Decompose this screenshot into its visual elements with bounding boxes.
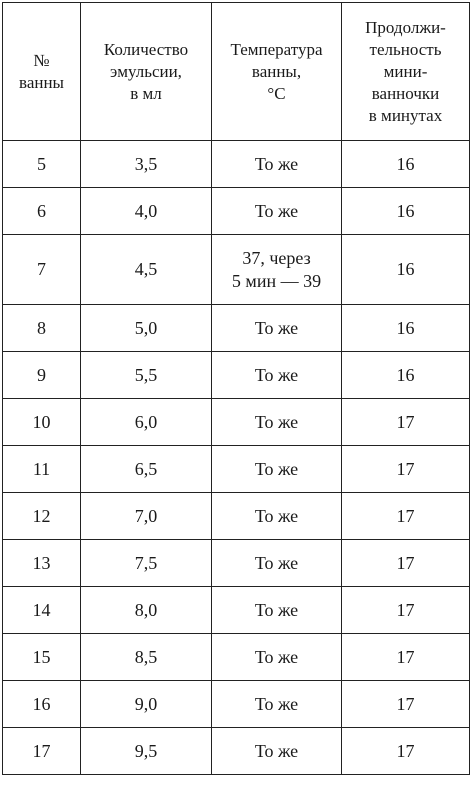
table-row: 15 8,5 То же 17 (2, 633, 470, 681)
cell-bath: 14 (2, 586, 81, 634)
cell-duration: 17 (341, 727, 470, 775)
cell-bath: 10 (2, 398, 81, 446)
header-emulsion-amount: Количество эмульсии, в мл (80, 2, 212, 141)
table-row: 17 9,5 То же 17 (2, 727, 470, 775)
cell-bath: 8 (2, 304, 81, 352)
table-row: 10 6,0 То же 17 (2, 398, 470, 446)
cell-temp: То же (211, 398, 342, 446)
table-row: 9 5,5 То же 16 (2, 351, 470, 399)
table-row: 16 9,0 То же 17 (2, 680, 470, 728)
cell-bath: 7 (2, 234, 81, 305)
cell-duration: 16 (341, 234, 470, 305)
cell-amount: 4,0 (80, 187, 212, 235)
table-row: 11 6,5 То же 17 (2, 445, 470, 493)
cell-duration: 16 (341, 351, 470, 399)
cell-amount: 9,0 (80, 680, 212, 728)
table-row: 14 8,0 То же 17 (2, 586, 470, 634)
cell-temp: То же (211, 727, 342, 775)
table-row: 8 5,0 То же 16 (2, 304, 470, 352)
cell-amount: 5,0 (80, 304, 212, 352)
cell-duration: 17 (341, 586, 470, 634)
cell-duration: 17 (341, 492, 470, 540)
cell-duration: 17 (341, 633, 470, 681)
cell-amount: 4,5 (80, 234, 212, 305)
cell-duration: 17 (341, 398, 470, 446)
cell-duration: 17 (341, 680, 470, 728)
cell-duration: 16 (341, 304, 470, 352)
cell-bath: 16 (2, 680, 81, 728)
cell-temp: То же (211, 445, 342, 493)
cell-duration: 16 (341, 187, 470, 235)
header-bath-temperature: Температура ванны, °C (211, 2, 342, 141)
cell-amount: 3,5 (80, 140, 212, 188)
cell-bath: 12 (2, 492, 81, 540)
cell-temp: То же (211, 140, 342, 188)
cell-amount: 9,5 (80, 727, 212, 775)
cell-amount: 8,5 (80, 633, 212, 681)
cell-temp: То же (211, 539, 342, 587)
table-row: 5 3,5 То же 16 (2, 140, 470, 188)
cell-bath: 15 (2, 633, 81, 681)
cell-temp: То же (211, 680, 342, 728)
header-row: № ванны Количество эмульсии, в мл Темпер… (2, 2, 470, 141)
table-row: 7 4,5 37, через 5 мин — 39 16 (2, 234, 470, 305)
cell-temp: То же (211, 586, 342, 634)
cell-bath: 6 (2, 187, 81, 235)
cell-amount: 5,5 (80, 351, 212, 399)
table-row: 12 7,0 То же 17 (2, 492, 470, 540)
header-duration: Продолжи- тельность мини- ванночки в мин… (341, 2, 470, 141)
cell-temp: То же (211, 187, 342, 235)
cell-bath: 9 (2, 351, 81, 399)
cell-amount: 6,0 (80, 398, 212, 446)
cell-duration: 17 (341, 445, 470, 493)
cell-duration: 16 (341, 140, 470, 188)
bath-schedule-table: № ванны Количество эмульсии, в мл Темпер… (2, 2, 470, 775)
cell-temp: То же (211, 304, 342, 352)
cell-temp: То же (211, 351, 342, 399)
cell-bath: 11 (2, 445, 81, 493)
cell-bath: 17 (2, 727, 81, 775)
cell-temp: То же (211, 492, 342, 540)
cell-temp: 37, через 5 мин — 39 (211, 234, 342, 305)
table-row: 6 4,0 То же 16 (2, 187, 470, 235)
table-row: 13 7,5 То же 17 (2, 539, 470, 587)
cell-amount: 7,5 (80, 539, 212, 587)
cell-bath: 13 (2, 539, 81, 587)
cell-amount: 6,5 (80, 445, 212, 493)
header-bath-number: № ванны (2, 2, 81, 141)
cell-temp: То же (211, 633, 342, 681)
cell-duration: 17 (341, 539, 470, 587)
cell-amount: 7,0 (80, 492, 212, 540)
cell-amount: 8,0 (80, 586, 212, 634)
cell-bath: 5 (2, 140, 81, 188)
